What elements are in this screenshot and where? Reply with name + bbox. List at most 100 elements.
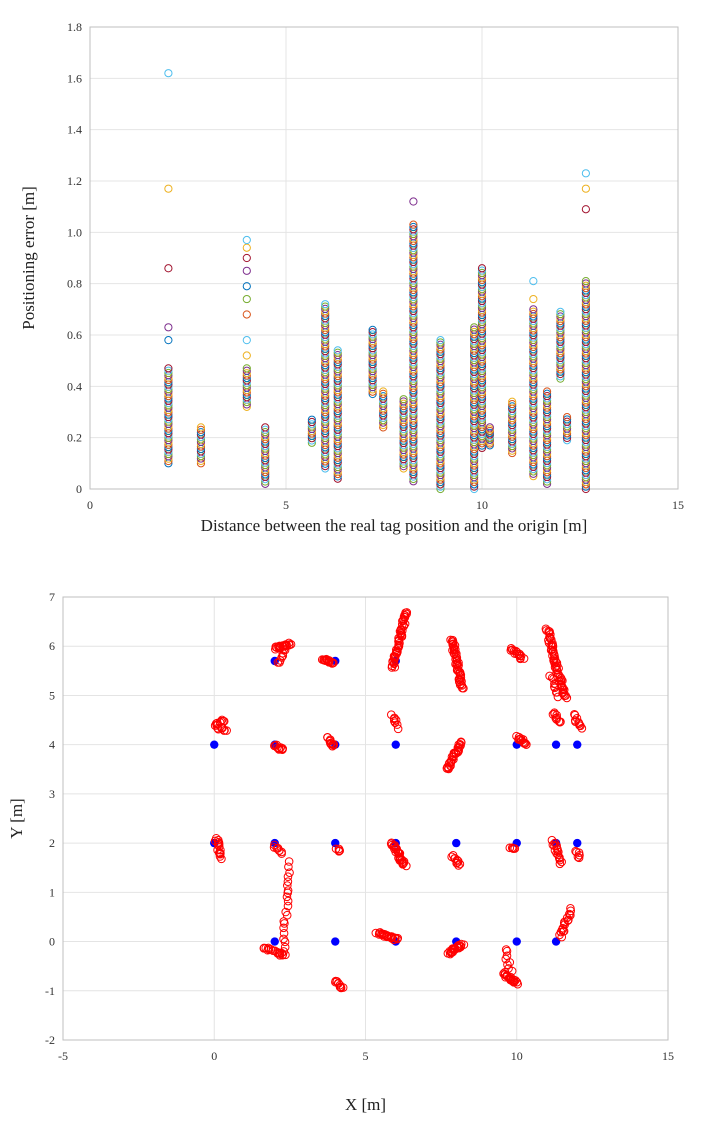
c1-series-19 — [562, 413, 572, 445]
c1-outlier-point — [242, 351, 251, 360]
c1-point — [333, 346, 342, 355]
c2-estimated-point — [278, 651, 288, 661]
xy-position-chart: -5 0 5 10 15 -2 -1 0 1 2 3 4 5 6 7 X [m] Y [m] — [7, 590, 674, 1114]
c2-y-axis-label: Y [m] — [7, 798, 26, 838]
c2-real-point — [512, 937, 521, 946]
positioning-error-chart: 0 5 10 15 0 0.2 0.4 0.6 0.8 1.0 1.2 1.4 1.6 1.8 Distan… — [19, 20, 684, 535]
c2-estimated-point — [454, 740, 464, 749]
c1-point — [242, 366, 251, 375]
c1-point — [409, 220, 418, 229]
c1-point — [261, 428, 270, 437]
c2-ytick-label: 7 — [49, 590, 55, 604]
c2-estimated-point — [507, 966, 517, 976]
c1-outlier-point — [581, 184, 590, 193]
c1-point — [477, 268, 487, 278]
c2-estimated-point — [283, 877, 293, 886]
c2-estimated-point — [402, 861, 411, 871]
c1-series-11 — [436, 336, 445, 494]
c2-real-point — [551, 937, 561, 946]
c1-series-18 — [556, 307, 565, 383]
c2-estimated-point — [501, 945, 511, 954]
c1-series-5 — [321, 300, 330, 473]
c2-estimated-point — [547, 640, 557, 650]
c2-estimated-point — [576, 721, 585, 731]
c1-point — [436, 336, 445, 345]
c2-ytick-label: 1 — [49, 885, 55, 899]
c1-point — [581, 277, 590, 286]
c2-estimated-point — [547, 835, 557, 845]
c1-point — [529, 307, 538, 316]
c2-estimated-point — [560, 691, 569, 701]
c1-outlier-point — [242, 310, 251, 319]
c2-estimated-point — [382, 930, 392, 940]
c1-outlier-point — [242, 243, 251, 252]
c1-outlier-point — [242, 235, 251, 245]
c1-point — [556, 310, 565, 319]
c1-point — [379, 387, 388, 396]
c2-plot-frame — [62, 596, 669, 1041]
c2-estimated-point — [547, 673, 557, 683]
c1-ytick-label: 1.8 — [67, 20, 82, 34]
c1-point — [379, 392, 388, 401]
c1-point — [368, 325, 377, 334]
c2-estimated-point — [329, 740, 338, 750]
c1-point — [485, 423, 494, 432]
c1-point — [529, 309, 538, 319]
c1-xtick-label: 15 — [672, 498, 684, 512]
c2-estimated-point — [501, 972, 510, 982]
c1-outlier-point — [242, 266, 251, 275]
c2-estimated-point — [456, 679, 465, 689]
c2-estimated-point — [282, 892, 292, 902]
c2-estimated-point — [565, 910, 575, 920]
c1-outlier-point — [164, 336, 173, 345]
c1-point — [242, 369, 251, 378]
c1-series-14 — [485, 423, 494, 450]
c2-estimated-point — [334, 847, 344, 856]
c1-outlier-point — [529, 294, 538, 304]
c2-estimated-point — [452, 858, 461, 868]
c1-outlier-point — [242, 336, 251, 345]
c2-estimated-point — [512, 977, 522, 987]
c1-ytick-label: 0 — [76, 482, 82, 496]
c2-estimated-point — [554, 663, 563, 673]
c2-estimated-point — [566, 904, 575, 913]
c1-ytick-label: 1.0 — [67, 225, 82, 239]
c2-real-point — [452, 838, 461, 848]
c1-outlier-point — [164, 69, 173, 78]
c2-estimated-point — [393, 724, 403, 734]
c1-outlier-point — [581, 169, 590, 178]
c2-estimated-positions — [210, 608, 587, 993]
c2-real-point — [551, 740, 561, 749]
c2-estimated-point — [389, 658, 399, 668]
c2-estimated-point — [277, 653, 287, 662]
c1-ytick-label: 1.6 — [67, 71, 82, 85]
c2-estimated-point — [281, 907, 290, 917]
c2-estimated-point — [220, 725, 229, 735]
c1-series-15 — [508, 397, 517, 458]
c1-ytick-label: 0.8 — [67, 277, 82, 291]
c1-point — [562, 415, 572, 424]
c1-point — [508, 397, 517, 406]
c1-point — [321, 304, 330, 313]
c2-estimated-point — [459, 683, 468, 693]
c2-estimated-point — [566, 906, 576, 916]
c2-estimated-point — [390, 933, 400, 943]
c2-estimated-point — [215, 852, 225, 861]
c1-series-6 — [333, 346, 342, 483]
c1-ytick-label: 0.6 — [67, 328, 82, 342]
c1-point — [436, 338, 445, 347]
c1-series-8 — [379, 387, 388, 432]
c2-estimated-point — [336, 983, 346, 993]
c1-series-4 — [307, 415, 316, 447]
c1-point — [508, 399, 517, 409]
c2-estimated-point — [280, 645, 290, 655]
c2-estimated-point — [455, 859, 465, 869]
c1-point — [321, 300, 330, 309]
c2-estimated-point — [283, 896, 293, 906]
c2-estimated-point — [449, 649, 459, 658]
c1-outlier-point — [164, 264, 173, 273]
c2-estimated-point — [455, 941, 465, 950]
c2-estimated-point — [519, 739, 529, 748]
c1-point — [477, 264, 487, 273]
c1-series-10 — [409, 197, 418, 486]
